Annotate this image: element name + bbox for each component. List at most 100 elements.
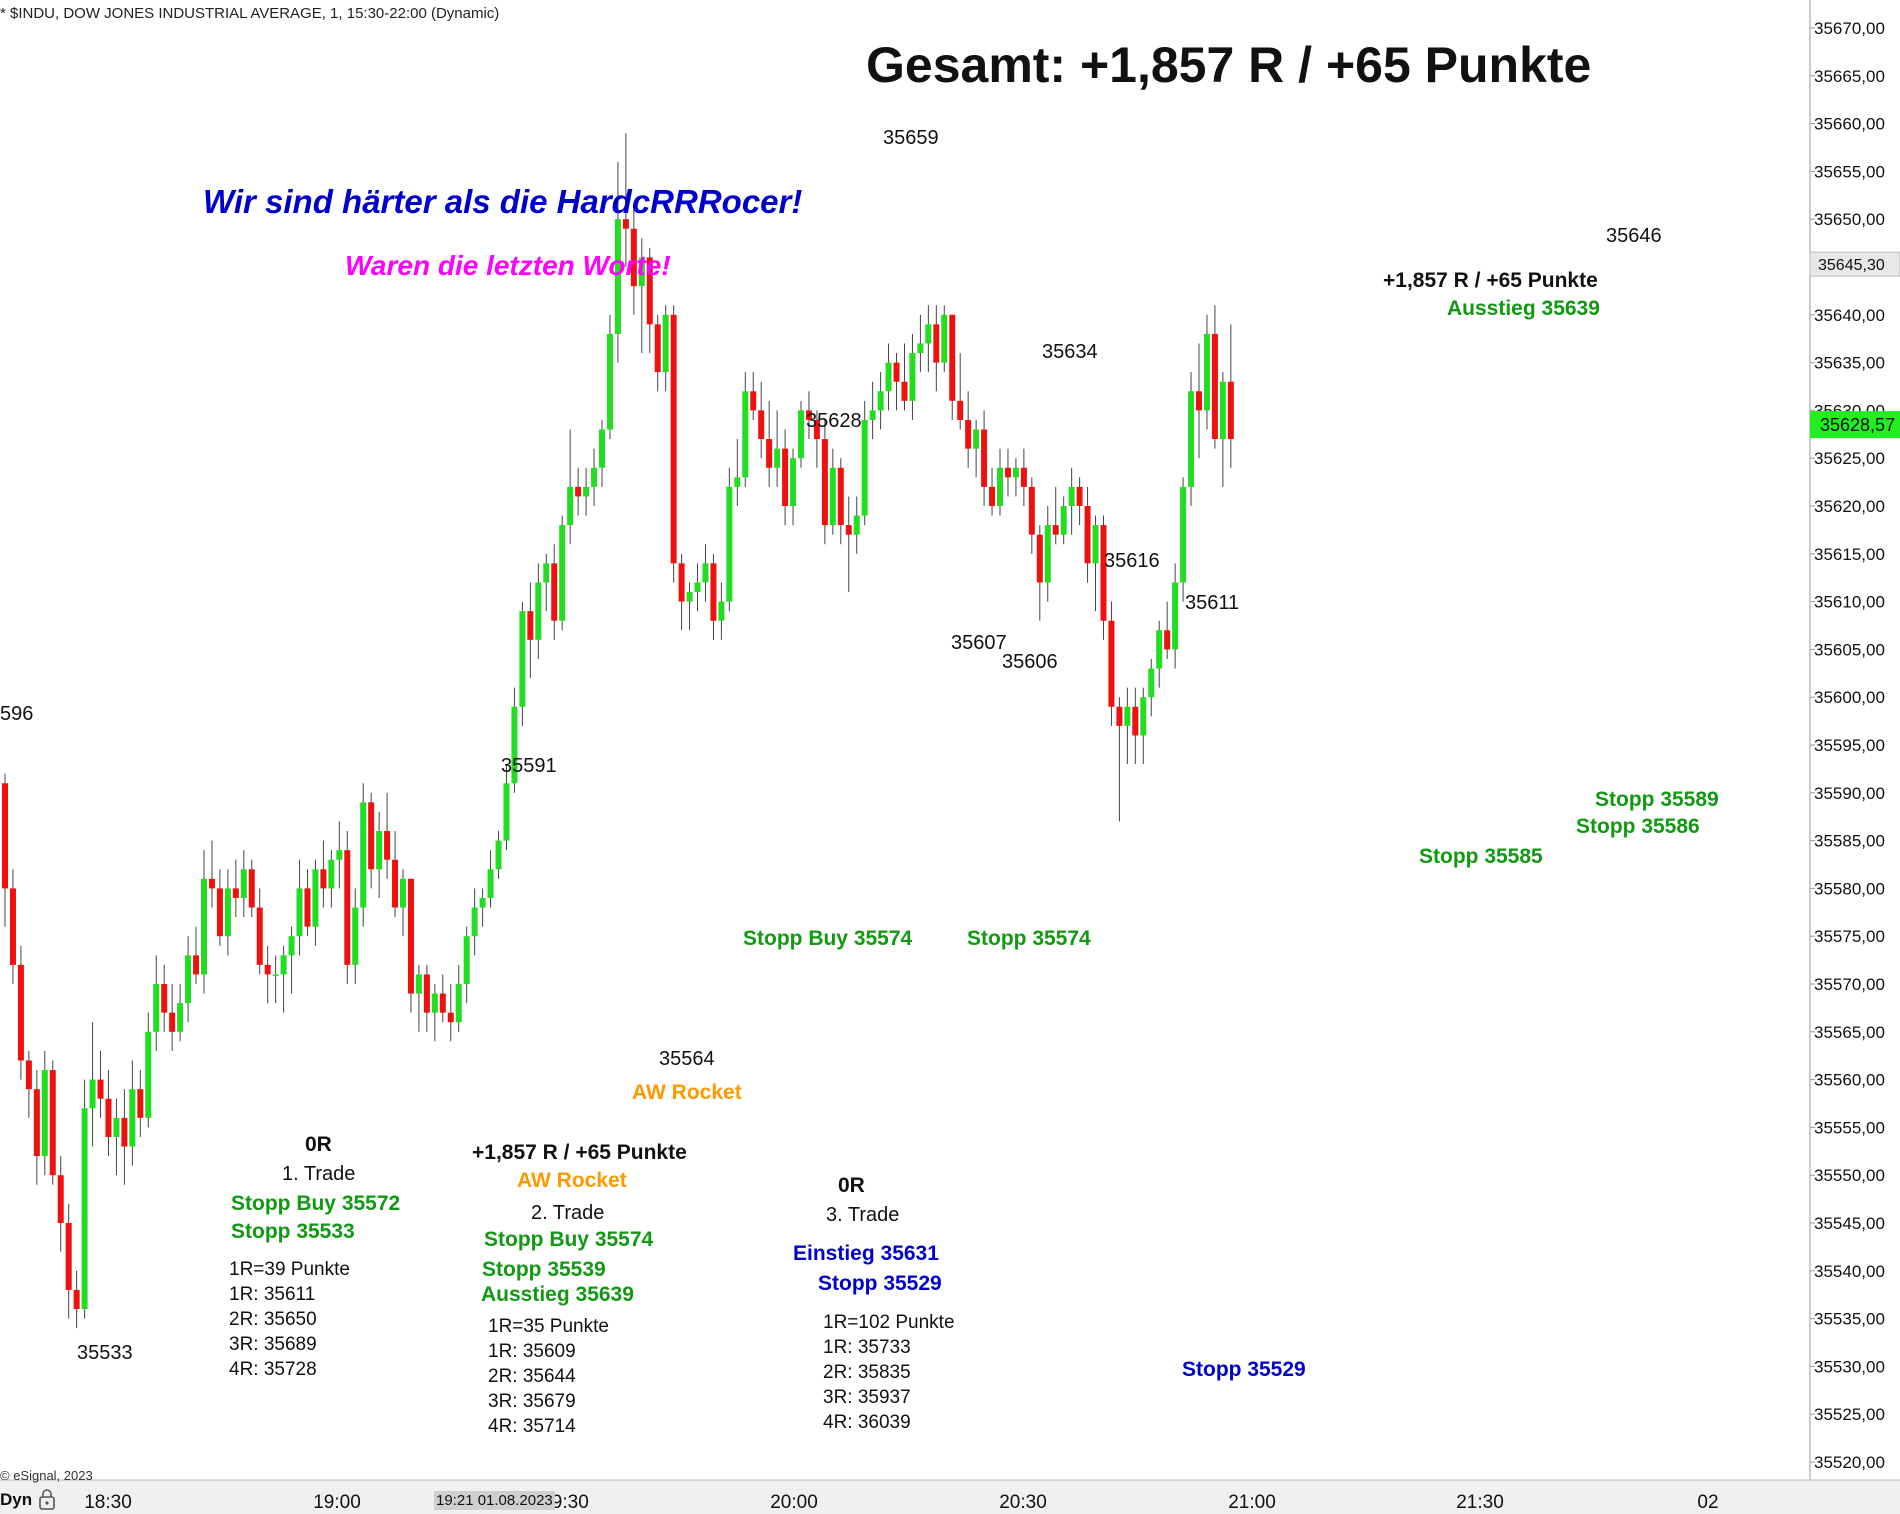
candle-body (662, 314, 669, 373)
candle-body (208, 878, 215, 889)
ausstieg-label-right: Ausstieg 35639 (1447, 297, 1600, 320)
candle-body (73, 1289, 80, 1310)
price-label-35659: 35659 (883, 127, 939, 149)
candle-body (1188, 391, 1195, 487)
candle-body (193, 955, 200, 975)
trade1-stop: Stopp 35533 (231, 1220, 355, 1243)
candle-body (646, 257, 653, 325)
candle-body (352, 907, 359, 965)
candle-body (495, 840, 502, 870)
candle-body (638, 257, 645, 287)
stopp-35585-label: Stopp 35585 (1419, 845, 1543, 868)
candle-body (463, 936, 470, 984)
y-tick-label: 35575,00 (1814, 927, 1885, 946)
candle-body (240, 869, 247, 898)
price-label-35634: 35634 (1042, 341, 1098, 363)
lock-icon[interactable] (38, 1488, 56, 1510)
trade3-t2: 2R: 35835 (823, 1362, 911, 1383)
candle-body (392, 859, 399, 908)
candle-body (758, 410, 765, 440)
candle-body (877, 391, 884, 411)
trade3-t4: 4R: 36039 (823, 1412, 911, 1433)
candle-body (431, 993, 438, 1013)
candle-body (248, 869, 255, 908)
dyn-label[interactable]: Dyn (0, 1490, 33, 1509)
candle-body (232, 888, 239, 898)
trade1-t2: 2R: 35650 (229, 1309, 317, 1330)
trade3-t3: 3R: 35937 (823, 1387, 911, 1408)
candle-body (161, 984, 168, 1013)
candle-body (622, 219, 629, 229)
candle-body (1068, 486, 1075, 506)
time-axis: 18:30 19:00 19:30 20:00 20:30 21:00 21:30 02 (0, 1479, 1900, 1514)
chart-title: Gesamt: +1,857 R / +65 Punkte (866, 37, 1592, 93)
candle-body (710, 563, 717, 621)
y-tick-label: 35570,00 (1814, 975, 1885, 994)
candle-body (89, 1079, 96, 1109)
candle-body (1211, 333, 1218, 440)
candle-body (997, 467, 1003, 506)
candle-body (965, 419, 972, 449)
candle-body (1219, 381, 1226, 440)
candle-body (224, 888, 231, 937)
candle-body (1156, 630, 1163, 669)
candle-body (1203, 333, 1210, 411)
candle-body (304, 888, 311, 927)
candle-body (81, 1108, 88, 1310)
candle-body (885, 362, 892, 392)
stopp-35589-label: Stopp 35589 (1595, 788, 1719, 811)
candle-body (726, 486, 733, 602)
candle-body (1172, 582, 1179, 650)
trade2-t2: 2R: 35644 (488, 1366, 576, 1387)
price-label-35564: 35564 (659, 1048, 715, 1070)
candle-body (447, 1012, 454, 1023)
y-tick-label: 35635,00 (1814, 354, 1885, 373)
candle-body (65, 1223, 72, 1290)
price-label-35646: 35646 (1606, 225, 1662, 247)
y-tick-label: 35670,00 (1814, 19, 1885, 38)
candle-body (1020, 467, 1027, 487)
candle-body (272, 974, 279, 976)
y-tick-label: 35525,00 (1814, 1405, 1885, 1424)
trade1-r1: 1R=39 Punkte (229, 1259, 350, 1280)
price-axis: 35670,00 35665,00 35660,00 35655,00 35650,00… (1809, 0, 1900, 1480)
y-tick-label: 35535,00 (1814, 1310, 1885, 1329)
y-tick-label: 35620,00 (1814, 497, 1885, 516)
candle-body (328, 859, 335, 889)
candle-body (869, 410, 876, 420)
candle-body (543, 563, 550, 583)
y-tick-label: 35665,00 (1814, 67, 1885, 86)
candle-body (766, 439, 773, 468)
trade2-t1: 1R: 35609 (488, 1341, 576, 1362)
price-label-35606: 35606 (1002, 651, 1058, 673)
candle-body (25, 1060, 32, 1090)
candle-body (559, 525, 566, 621)
candle-body (1124, 706, 1131, 726)
candle-body (376, 831, 383, 870)
candle-body (105, 1098, 112, 1137)
price-label-35591: 35591 (501, 755, 557, 777)
y-tick-label: 35585,00 (1814, 832, 1885, 851)
y-tick-label: 35600,00 (1814, 688, 1885, 707)
trade1-t1: 1R: 35611 (229, 1284, 316, 1305)
candle-body (153, 984, 160, 1032)
candle-body (686, 592, 693, 602)
candle-body (845, 525, 852, 535)
y-tick-label: 35625,00 (1814, 449, 1885, 468)
candle-body (336, 850, 343, 860)
candle-body (1052, 525, 1059, 535)
candle-body (17, 964, 24, 1061)
candle-body (1084, 506, 1091, 564)
candle-body (1164, 630, 1171, 650)
trade3-title: 3. Trade (826, 1204, 900, 1226)
candle-body (9, 888, 16, 965)
y-tick-label: 35605,00 (1814, 640, 1885, 659)
candle-body (400, 878, 406, 908)
candle-body (1012, 467, 1019, 478)
trade1-entry: Stopp Buy 35572 (231, 1192, 401, 1215)
candle-body (575, 486, 582, 497)
candle-body (1108, 620, 1115, 707)
candle-body (861, 419, 868, 516)
candle-body (933, 324, 940, 363)
